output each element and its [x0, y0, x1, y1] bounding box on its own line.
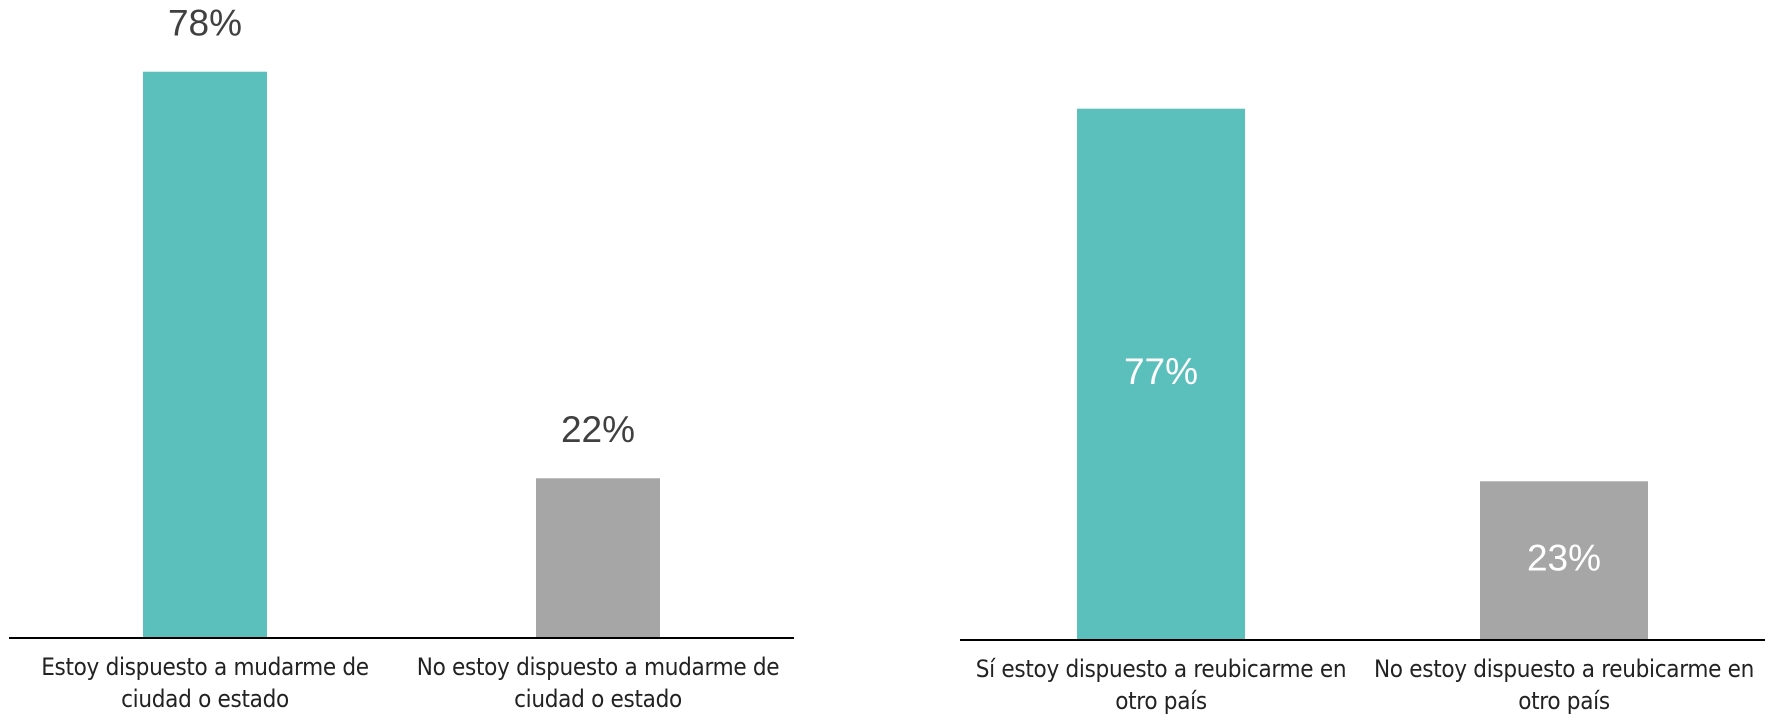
value-label: 23% [1527, 537, 1601, 578]
value-label: 78% [168, 3, 242, 44]
bar [143, 71, 267, 639]
category-label: Sí estoy dispuesto a reubicarme en otro … [975, 655, 1347, 715]
value-label: 22% [561, 409, 635, 450]
category-label: No estoy dispuesto a reubicarme en otro … [1373, 655, 1755, 715]
bar [1077, 108, 1245, 640]
bar [1480, 481, 1648, 640]
bar [536, 478, 660, 638]
category-label: Estoy dispuesto a mudarme de ciudad o es… [41, 653, 369, 713]
value-label: 77% [1124, 351, 1198, 392]
category-label: No estoy dispuesto a mudarme de ciudad o… [416, 653, 780, 713]
